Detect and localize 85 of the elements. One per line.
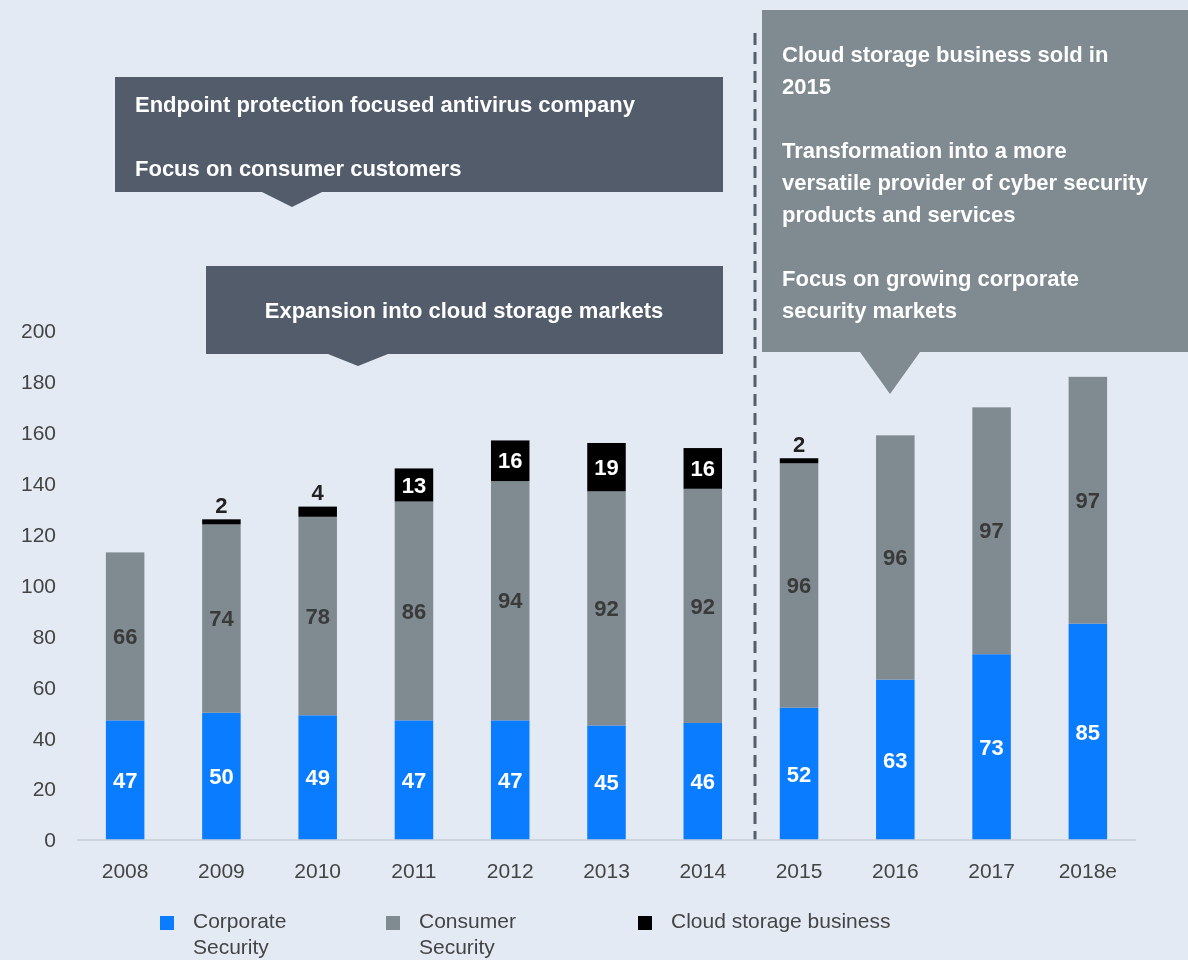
bar — [202, 524, 241, 713]
bar — [683, 722, 723, 840]
bar — [202, 712, 241, 840]
data-label: 16 — [690, 456, 716, 482]
legend-label: Corporate Security — [193, 909, 287, 958]
bar — [876, 679, 915, 840]
bar — [1068, 376, 1108, 624]
text: Endpoint protection focused antivirus company — [135, 92, 636, 117]
data-label: 96 — [786, 573, 812, 599]
x-tick-label: 2016 — [871, 859, 919, 882]
bar — [876, 435, 915, 680]
x-tick-label: 2011 — [391, 859, 437, 882]
data-label: 47 — [112, 767, 138, 793]
data-label: 49 — [305, 765, 330, 791]
data-label: 2 — [792, 431, 806, 457]
data-label: 47 — [497, 767, 523, 793]
data-label: 13 — [401, 472, 427, 498]
bar — [298, 506, 337, 517]
bar — [202, 519, 241, 525]
y-tick-label: 60 — [32, 675, 56, 699]
bar — [1068, 623, 1108, 840]
data-label: 2 — [215, 493, 228, 519]
data-label: 97 — [979, 518, 1004, 544]
bar — [972, 407, 1011, 655]
legend-label: Cloud storage business — [671, 909, 891, 932]
x-tick-label: 2013 — [583, 859, 630, 882]
bar — [683, 488, 723, 723]
data-label: 92 — [594, 596, 619, 622]
bar — [779, 707, 819, 840]
y-tick-label: 180 — [20, 370, 56, 394]
data-label: 85 — [1075, 719, 1101, 745]
text: Expansion into cloud storage markets — [264, 298, 664, 323]
y-tick-label: 80 — [32, 624, 56, 648]
data-label: 92 — [690, 593, 716, 619]
y-tick-label: 20 — [32, 777, 56, 801]
data-label: 78 — [305, 603, 330, 629]
data-label: 63 — [883, 747, 908, 773]
data-label: 94 — [497, 588, 524, 614]
bar — [105, 552, 145, 721]
data-label: 96 — [883, 545, 908, 571]
x-tick-label: 2012 — [486, 859, 534, 882]
x-tick-label: 2015 — [775, 859, 823, 882]
data-label: 74 — [209, 606, 235, 632]
data-label: 50 — [209, 764, 234, 790]
y-tick-label: 200 — [20, 319, 56, 343]
x-tick-label: 2014 — [679, 859, 727, 882]
x-tick-label: 2018e — [1058, 859, 1118, 882]
y-tick-label: 120 — [20, 522, 56, 546]
data-label: 19 — [594, 454, 619, 480]
data-label: 86 — [401, 598, 427, 624]
y-tick-label: 100 — [20, 573, 56, 597]
bar — [587, 725, 626, 840]
legend-label: Consumer Security — [419, 909, 516, 958]
y-tick-label: 0 — [44, 828, 56, 852]
data-label: 52 — [786, 761, 812, 787]
bar — [490, 720, 530, 840]
bar — [779, 463, 819, 708]
data-label: 45 — [594, 770, 619, 796]
text: Focus on consumer customers — [135, 156, 462, 181]
data-label: 4 — [311, 480, 325, 506]
data-label: 66 — [112, 624, 138, 650]
bar — [972, 654, 1011, 840]
y-tick-label: 160 — [20, 421, 56, 445]
data-label: 46 — [690, 769, 716, 795]
data-label: 16 — [497, 448, 523, 474]
text: Focus on growing corporate security markets — [782, 266, 1080, 323]
text: Transformation into a more versatile provider of cyber security products and services — [782, 138, 1149, 227]
data-label: 47 — [401, 767, 427, 793]
y-tick-label: 140 — [20, 472, 56, 496]
x-tick-label: 2010 — [294, 859, 342, 882]
x-tick-label: 2009 — [198, 859, 245, 882]
x-tick-label: 2017 — [968, 859, 1015, 882]
bar — [298, 715, 337, 840]
data-label: 97 — [1075, 487, 1101, 513]
bar — [298, 516, 337, 716]
bar — [587, 491, 626, 726]
bar — [394, 501, 434, 721]
bar — [394, 720, 434, 840]
x-tick-label: 2008 — [101, 859, 149, 882]
bar — [779, 458, 819, 464]
text: Cloud storage business sold in 2015 — [782, 42, 1109, 99]
y-tick-label: 40 — [32, 726, 56, 750]
bar — [490, 481, 530, 721]
bar — [105, 720, 145, 840]
data-label: 73 — [979, 734, 1004, 760]
